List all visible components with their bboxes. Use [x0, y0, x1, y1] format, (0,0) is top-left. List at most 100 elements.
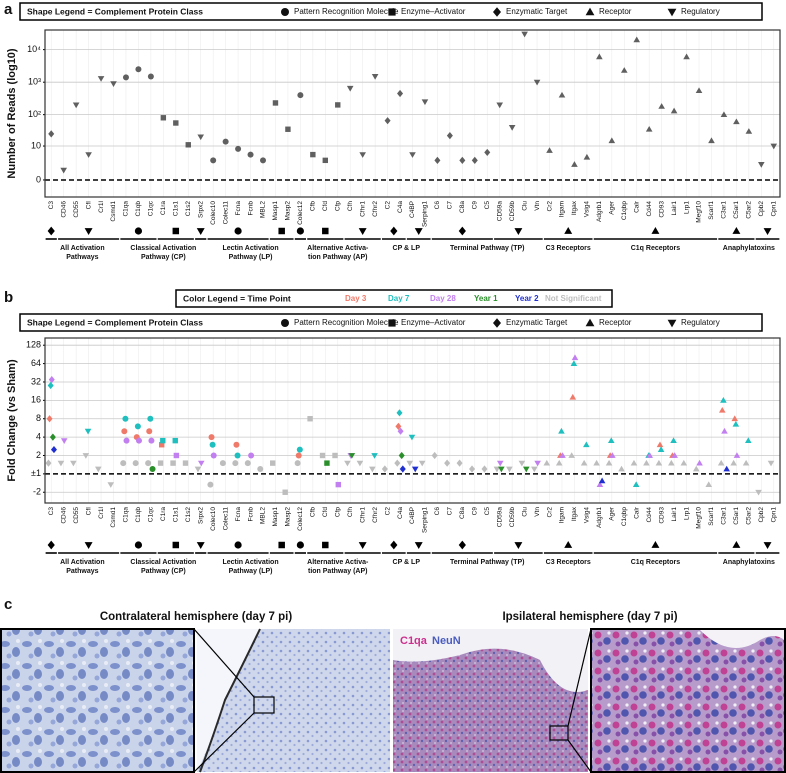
group-label: C3 Receptors — [546, 559, 591, 566]
point — [732, 420, 740, 427]
point — [399, 465, 406, 473]
group-marker — [47, 226, 55, 236]
x-tick-label: CfI — [85, 507, 92, 516]
x-tick-label: C1qb — [135, 507, 142, 523]
point — [518, 460, 526, 467]
y-axis-title: Fold Change (vs Sham) — [6, 359, 18, 482]
group-label: Pathway (CP) — [141, 254, 186, 261]
x-tick-label: CD46 — [60, 201, 67, 218]
point — [70, 460, 77, 467]
point — [411, 466, 419, 473]
group-label: Classical Activation — [130, 245, 196, 252]
x-tick-label: Colec12 — [297, 507, 304, 531]
group-marker — [564, 541, 573, 548]
x-tick-label: Cfhr2 — [372, 507, 379, 523]
point — [295, 452, 302, 459]
x-tick-label: C5 — [484, 201, 491, 210]
point — [608, 137, 616, 144]
point — [418, 460, 426, 467]
group-marker — [84, 542, 93, 549]
x-tick-label: Srpx2 — [197, 507, 204, 524]
y-tick-label: 64 — [31, 358, 41, 368]
x-tick-label: Cfb — [310, 201, 317, 212]
y-axis-title: Number of Reads (log10) — [6, 48, 18, 179]
x-tick-label: CD93 — [658, 507, 665, 524]
x-tick-label: MBL2 — [260, 507, 267, 524]
point — [294, 460, 301, 467]
point — [222, 138, 229, 145]
group-marker — [390, 540, 398, 550]
point — [369, 466, 376, 473]
point — [157, 460, 164, 466]
x-tick-label: C4BP — [409, 201, 416, 218]
point — [85, 152, 92, 158]
group-label: Pathways — [66, 254, 98, 261]
group-marker — [322, 541, 329, 549]
legend-marker — [493, 7, 501, 17]
x-tick-label: C3 — [48, 201, 55, 210]
legend-label: Enzyme–Activator — [401, 318, 466, 327]
point — [745, 437, 752, 444]
point — [296, 446, 303, 453]
x-tick-label: Masp2 — [285, 507, 292, 527]
x-tick-label: CD59b — [509, 507, 516, 528]
point — [310, 151, 316, 158]
point — [731, 415, 739, 422]
y-tick-label: ±1 — [31, 468, 41, 478]
micrograph-zoom — [0, 628, 195, 773]
legend-label: Day 28 — [430, 294, 456, 303]
group-marker — [458, 540, 466, 550]
point — [596, 53, 603, 60]
point — [172, 437, 178, 444]
point — [197, 134, 205, 141]
point — [718, 406, 726, 413]
point — [484, 148, 491, 157]
point — [444, 459, 451, 467]
x-tick-label: C5ar1 — [733, 507, 740, 525]
point — [645, 125, 653, 132]
x-tick-label: Scarf1 — [708, 201, 715, 220]
point — [335, 102, 341, 108]
group-marker — [514, 228, 523, 235]
x-tick-label: C6 — [434, 201, 441, 210]
point — [643, 459, 650, 466]
point — [395, 422, 402, 430]
point — [72, 102, 80, 109]
point — [48, 130, 55, 138]
legend-label: Pattern Recognition Molecule — [294, 318, 399, 327]
group-label: Terminal Pathway (TP) — [450, 559, 525, 566]
point — [456, 459, 463, 467]
point — [132, 460, 139, 467]
point — [705, 481, 713, 488]
x-tick-label: Cpb2 — [758, 201, 765, 217]
point — [232, 460, 239, 467]
x-tick-label: C3ar1 — [721, 507, 728, 525]
x-tick-label: Adgrb1 — [596, 201, 603, 222]
legend-label: Pattern Recognition Molecule — [294, 7, 399, 16]
zoom-box — [253, 696, 275, 714]
y-tick-label: 2 — [36, 450, 41, 460]
x-tick-label: Csmd1 — [110, 201, 117, 222]
group-marker — [47, 540, 55, 550]
point — [609, 452, 616, 458]
point — [721, 427, 728, 434]
point — [496, 102, 504, 109]
point — [459, 156, 466, 164]
point — [210, 452, 217, 459]
point — [160, 437, 166, 444]
point — [580, 459, 588, 466]
x-tick-label: C2 — [384, 201, 391, 210]
point — [630, 459, 638, 466]
point — [493, 466, 501, 473]
point — [695, 87, 703, 94]
point — [733, 118, 740, 125]
legend-label: Year 2 — [515, 294, 539, 303]
point — [332, 452, 338, 459]
point — [46, 415, 53, 423]
x-tick-label: CD59b — [509, 201, 516, 222]
x-tick-label: C1s2 — [185, 507, 192, 523]
group-label: Pathway (CP) — [141, 568, 186, 575]
point — [248, 452, 255, 459]
group-marker — [564, 227, 573, 234]
group-marker — [414, 542, 423, 549]
